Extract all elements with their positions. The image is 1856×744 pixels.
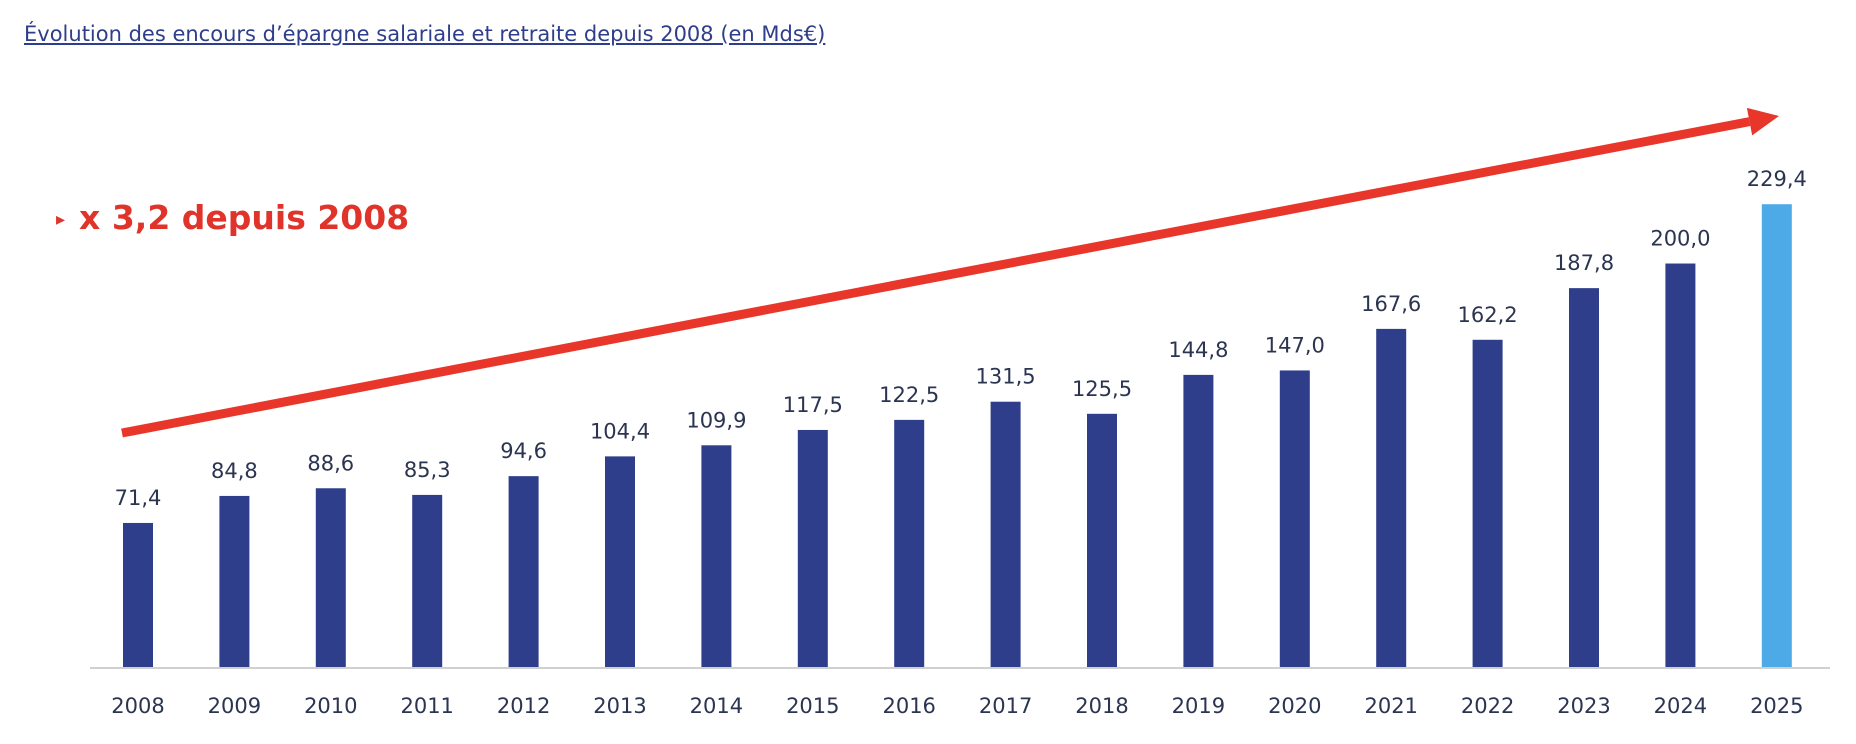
x-tick-label-2023: 2023 xyxy=(1557,694,1610,718)
bar-2013 xyxy=(605,456,635,667)
x-tick-label-2011: 2011 xyxy=(400,694,453,718)
triangle-bullet-icon: ▸ xyxy=(56,209,66,230)
bar-2008 xyxy=(123,522,153,667)
x-tick-label-2018: 2018 xyxy=(1075,694,1128,718)
bar-2021 xyxy=(1376,328,1407,667)
data-label-2018: 125,5 xyxy=(1072,377,1132,401)
bar-2009 xyxy=(219,495,250,667)
x-tick-label-2013: 2013 xyxy=(593,694,646,718)
bar-2019 xyxy=(1183,374,1214,667)
data-label-2019: 144,8 xyxy=(1168,338,1228,362)
data-label-2020: 147,0 xyxy=(1265,333,1325,357)
data-label-2014: 109,9 xyxy=(686,408,746,432)
data-label-2008: 71,4 xyxy=(115,486,162,510)
x-tick-label-2012: 2012 xyxy=(497,694,550,718)
data-label-2016: 122,5 xyxy=(879,383,939,407)
bar-2020 xyxy=(1279,370,1310,667)
data-label-2010: 88,6 xyxy=(307,451,354,475)
x-tick-label-2024: 2024 xyxy=(1654,694,1707,718)
bar-2023 xyxy=(1569,288,1599,667)
x-tick-label-2015: 2015 xyxy=(786,694,839,718)
x-tick-label-2014: 2014 xyxy=(690,694,743,718)
data-label-2025: 229,4 xyxy=(1747,167,1807,191)
bar-2010 xyxy=(315,488,346,667)
data-label-2017: 131,5 xyxy=(976,365,1036,389)
chart-title: Évolution des encours d’épargne salarial… xyxy=(24,22,826,46)
data-label-2015: 117,5 xyxy=(783,393,843,417)
data-label-2012: 94,6 xyxy=(500,439,547,463)
bar-2016 xyxy=(894,419,925,667)
growth-annotation-text: x 3,2 depuis 2008 xyxy=(79,198,410,237)
x-tick-label-2008: 2008 xyxy=(111,694,164,718)
data-label-2021: 167,6 xyxy=(1361,292,1421,316)
x-tick-label-2025: 2025 xyxy=(1750,694,1803,718)
data-label-2009: 84,8 xyxy=(211,459,258,483)
bar-2014 xyxy=(701,445,732,667)
data-label-2022: 162,2 xyxy=(1458,303,1518,327)
bar-2012 xyxy=(508,476,539,667)
bar-2022 xyxy=(1472,339,1503,667)
bar-2015 xyxy=(797,429,828,667)
bar-2017 xyxy=(990,401,1021,667)
x-tick-label-2022: 2022 xyxy=(1461,694,1514,718)
x-tick-label-2017: 2017 xyxy=(979,694,1032,718)
bar-2011 xyxy=(412,494,443,667)
data-label-2024: 200,0 xyxy=(1650,227,1710,251)
data-label-2023: 187,8 xyxy=(1554,251,1614,275)
x-tick-label-2016: 2016 xyxy=(882,694,935,718)
x-tick-label-2009: 2009 xyxy=(208,694,261,718)
data-label-2011: 85,3 xyxy=(404,458,451,482)
x-tick-label-2020: 2020 xyxy=(1268,694,1321,718)
growth-annotation: ▸ x 3,2 depuis 2008 xyxy=(56,198,409,237)
trend-arrow-head-icon xyxy=(1746,107,1779,136)
trend-arrow-shaft xyxy=(121,117,1751,438)
x-tick-label-2019: 2019 xyxy=(1172,694,1225,718)
bar-2024 xyxy=(1665,263,1696,667)
x-tick-label-2021: 2021 xyxy=(1364,694,1417,718)
bar-2025 xyxy=(1761,204,1792,667)
x-tick-label-2010: 2010 xyxy=(304,694,357,718)
data-label-2013: 104,4 xyxy=(590,419,650,443)
bar-2018 xyxy=(1087,413,1117,667)
